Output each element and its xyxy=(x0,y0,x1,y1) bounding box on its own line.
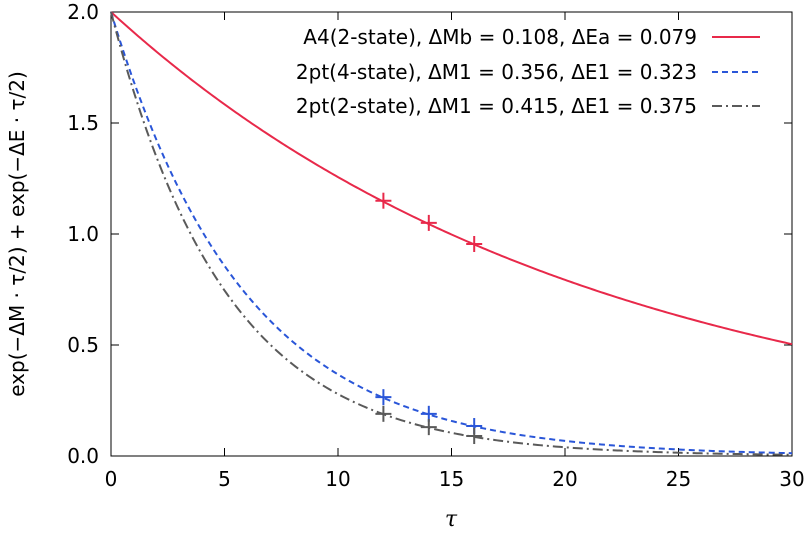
legend-label-0: A4(2-state), ΔMb = 0.108, ΔEa = 0.079 xyxy=(303,25,697,49)
data-point-2 xyxy=(375,405,392,422)
data-point-0 xyxy=(466,235,483,252)
series-line-0 xyxy=(110,11,793,346)
data-point-0 xyxy=(420,214,437,231)
legend-label-2: 2pt(2-state), ΔM1 = 0.415, ΔE1 = 0.375 xyxy=(296,94,697,118)
ticks: 0 5 10 15 20 25 30 0.0 0.5 1.0 1.5 2.0 xyxy=(67,0,805,491)
y-tick-label: 0.5 xyxy=(67,333,99,357)
y-tick-label: 1.5 xyxy=(67,111,99,135)
series-line-2 xyxy=(110,11,793,456)
x-tick-label: 25 xyxy=(666,467,691,491)
y-tick-label: 2.0 xyxy=(67,0,99,24)
x-tick-label: 15 xyxy=(439,467,464,491)
markers xyxy=(375,192,483,445)
x-tick-label: 10 xyxy=(325,467,350,491)
data-point-0 xyxy=(375,192,392,209)
curves xyxy=(110,11,793,456)
legend-label-1: 2pt(4-state), ΔM1 = 0.356, ΔE1 = 0.323 xyxy=(296,60,697,84)
y-tick-label: 0.0 xyxy=(67,444,99,468)
x-tick-label: 20 xyxy=(552,467,577,491)
x-tick-label: 30 xyxy=(779,467,804,491)
series-line-1 xyxy=(110,11,793,455)
data-point-2 xyxy=(466,428,483,445)
x-tick-label: 0 xyxy=(105,467,118,491)
data-point-1 xyxy=(375,389,392,406)
x-axis-label: τ xyxy=(445,507,458,532)
x-tick-label: 5 xyxy=(218,467,231,491)
data-point-2 xyxy=(420,419,437,436)
y-tick-label: 1.0 xyxy=(67,222,99,246)
legend: A4(2-state), ΔMb = 0.108, ΔEa = 0.079 2pt… xyxy=(296,25,760,118)
y-axis-label: exp(−ΔM · τ/2) + exp(−ΔE · τ/2) xyxy=(5,71,29,397)
